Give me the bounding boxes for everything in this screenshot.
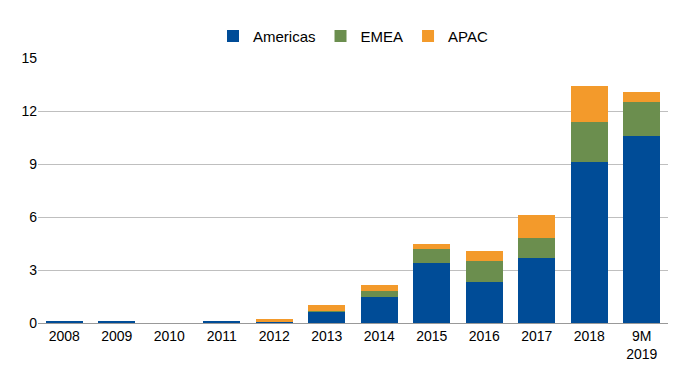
svg-text:Americas: Americas [253,28,316,45]
svg-text:2017: 2017 [521,328,552,344]
svg-text:15: 15 [21,50,37,66]
svg-text:6: 6 [29,209,37,225]
svg-text:APAC: APAC [448,28,488,45]
svg-text:3: 3 [29,262,37,278]
svg-text:2013: 2013 [311,328,342,344]
svg-text:2011: 2011 [207,328,237,344]
svg-text:EMEA: EMEA [361,28,404,45]
svg-text:9M2019: 9M2019 [626,328,657,362]
svg-text:2012: 2012 [259,328,290,344]
svg-text:9: 9 [29,156,37,172]
svg-text:12: 12 [21,103,37,119]
svg-text:2014: 2014 [364,328,395,344]
svg-text:2009: 2009 [101,328,132,344]
svg-text:2008: 2008 [49,328,80,344]
svg-text:2015: 2015 [416,328,447,344]
svg-text:2016: 2016 [469,328,500,344]
svg-text:0: 0 [29,315,37,331]
svg-text:2010: 2010 [154,328,185,344]
svg-text:2018: 2018 [574,328,605,344]
